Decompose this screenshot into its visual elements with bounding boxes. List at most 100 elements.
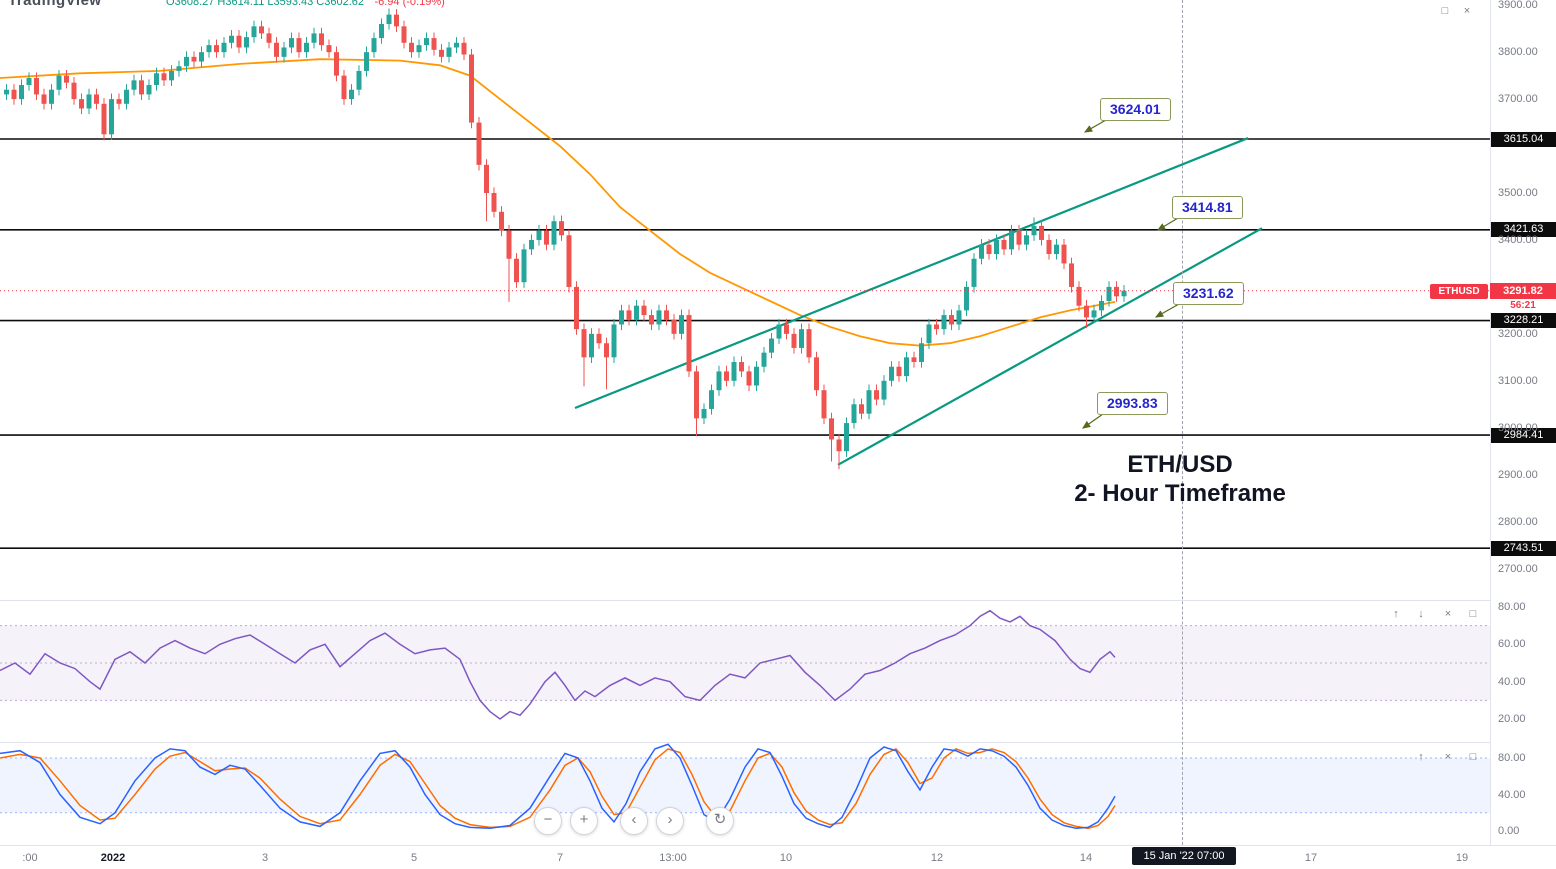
- candle-body: [1099, 300, 1104, 311]
- candle-body: [679, 315, 684, 334]
- candle-body: [439, 49, 444, 57]
- candle-body: [221, 42, 227, 53]
- stoch-d-line[interactable]: [0, 747, 1116, 830]
- bar-countdown: 56:21: [1490, 299, 1556, 312]
- price-callout[interactable]: 2993.83: [1097, 392, 1168, 415]
- candle-body: [791, 333, 797, 348]
- scroll-left-button[interactable]: ‹: [620, 807, 648, 835]
- candle-body: [574, 286, 579, 330]
- time-axis-label: 12: [930, 852, 944, 864]
- candle-body: [604, 343, 609, 358]
- close-pane-icon[interactable]: ×: [1463, 5, 1471, 17]
- scroll-right-button[interactable]: ›: [656, 807, 684, 835]
- price-axis-label: 2700.00: [1498, 562, 1538, 575]
- candle-body: [904, 357, 909, 377]
- level-price-badge: 2743.51: [1491, 540, 1556, 556]
- close-pane-icon[interactable]: ×: [1444, 751, 1452, 763]
- price-change: -6.94 (-0.19%): [374, 0, 445, 8]
- stochastic-pane[interactable]: [0, 742, 1490, 845]
- candle-body: [1054, 244, 1059, 255]
- candle-body: [979, 244, 984, 259]
- stoch-k-line[interactable]: [0, 743, 1116, 830]
- candle-body: [431, 38, 437, 50]
- candle-body: [949, 315, 954, 325]
- candle-body: [641, 305, 647, 316]
- candle-body: [206, 45, 212, 53]
- time-axis-label: 2022: [100, 852, 126, 864]
- candle-body: [161, 73, 167, 81]
- candle-body: [56, 75, 62, 90]
- reset-chart-button[interactable]: ↻: [706, 807, 734, 835]
- stoch-axis-label: 0.00: [1498, 825, 1520, 837]
- candle-body: [559, 221, 564, 236]
- pane-separator[interactable]: [0, 600, 1556, 601]
- candle-body: [919, 343, 924, 363]
- candle-body: [1031, 225, 1037, 236]
- candle-body: [349, 89, 354, 100]
- price-axis-label: 3500.00: [1498, 187, 1538, 199]
- candle-body: [994, 239, 999, 255]
- price-callout[interactable]: 3624.01: [1100, 98, 1171, 121]
- candle-body: [476, 122, 482, 165]
- price-axis[interactable]: 3615.04 3421.63 3228.21 2984.41 2743.51 3900.…: [1490, 0, 1556, 845]
- candle-body: [859, 404, 864, 414]
- candle-body: [499, 211, 504, 231]
- candle-body: [251, 26, 257, 38]
- stoch-axis-label: 80.00: [1498, 752, 1526, 764]
- tradingview-logo[interactable]: TradingView: [8, 0, 102, 8]
- candle-body: [821, 390, 827, 419]
- candle-body: [109, 99, 114, 135]
- maximize-pane-icon[interactable]: □: [1441, 5, 1449, 17]
- time-axis-label: 14: [1079, 852, 1093, 864]
- pane-separator[interactable]: [0, 742, 1556, 743]
- maximize-pane-icon[interactable]: □: [1469, 751, 1477, 763]
- candle-body: [596, 333, 602, 344]
- zoom-in-button[interactable]: +: [570, 807, 598, 835]
- annotation-arrow: [1156, 217, 1179, 231]
- candle-body: [626, 310, 632, 320]
- time-axis-label: :00: [22, 852, 38, 864]
- candle-body: [1069, 263, 1074, 287]
- time-axis[interactable]: 15 Jan '22 07:00 ⚙ :00202235713:00101214…: [0, 845, 1556, 869]
- candle-body: [746, 371, 752, 386]
- candle-body: [1061, 244, 1067, 264]
- candle-body: [544, 230, 549, 245]
- title-line-1: ETH/USD: [1127, 451, 1233, 478]
- candle-body: [709, 390, 714, 409]
- maximize-pane-icon[interactable]: □: [1469, 608, 1477, 620]
- rsi-line[interactable]: [0, 609, 1116, 720]
- rsi-pane[interactable]: [0, 600, 1490, 742]
- candle-body: [446, 47, 452, 57]
- candle-body: [581, 329, 587, 358]
- candle-body: [469, 54, 474, 123]
- time-axis-label: 10: [779, 852, 793, 864]
- main-price-pane[interactable]: [0, 0, 1490, 600]
- annotation-arrow: [1082, 413, 1104, 429]
- candle-body: [731, 362, 737, 381]
- candle-body: [244, 37, 249, 48]
- candle-body: [926, 324, 932, 344]
- time-axis-label: 5: [410, 852, 418, 864]
- move-pane-down-icon[interactable]: ↓: [1418, 608, 1424, 620]
- move-pane-up-icon[interactable]: ↑: [1418, 751, 1424, 763]
- candle-body: [874, 390, 879, 400]
- trend-line[interactable]: [574, 137, 1249, 410]
- current-price-badge: 3291.82: [1490, 283, 1556, 299]
- candle-body: [724, 371, 729, 381]
- close-pane-icon[interactable]: ×: [1444, 608, 1452, 620]
- crosshair-date-tooltip: 15 Jan '22 07:00: [1132, 847, 1236, 865]
- candle-body: [844, 423, 849, 452]
- price-callout[interactable]: 3414.81: [1172, 196, 1243, 219]
- price-callout[interactable]: 3231.62: [1173, 282, 1244, 305]
- price-axis-label: 3800.00: [1498, 46, 1538, 59]
- zoom-out-button[interactable]: −: [534, 807, 562, 835]
- move-pane-up-icon[interactable]: ↑: [1393, 608, 1399, 620]
- trend-line[interactable]: [837, 227, 1263, 466]
- rsi-axis-label: 60.00: [1498, 638, 1526, 651]
- candle-body: [34, 77, 39, 95]
- candle-body: [79, 99, 84, 109]
- time-axis-label: 17: [1304, 852, 1318, 864]
- moving-average-line[interactable]: [0, 58, 1116, 347]
- title-line-2: 2- Hour Timeframe: [1074, 480, 1286, 507]
- candle-body: [169, 70, 174, 81]
